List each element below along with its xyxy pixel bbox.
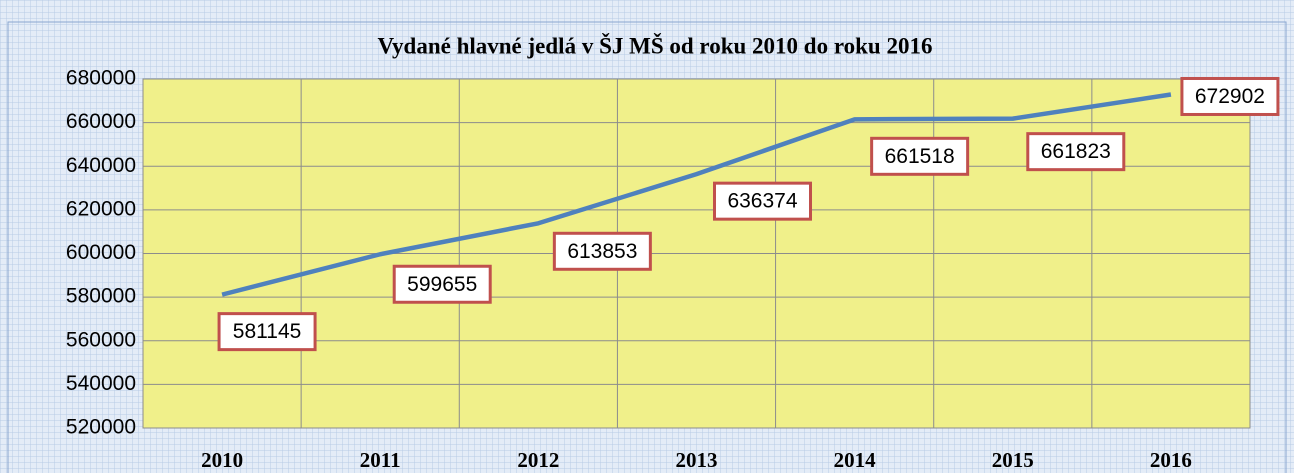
data-label-box <box>713 181 812 221</box>
data-label-box <box>870 136 970 176</box>
data-label-box <box>1180 76 1280 116</box>
chart-title: Vydané hlavné jedlá v ŠJ MŠ od roku 2010… <box>378 32 933 58</box>
data-label: 661518 <box>885 145 955 168</box>
data-line <box>221 92 1172 297</box>
x-tick-label: 2013 <box>676 448 718 472</box>
x-tick-label: 2011 <box>360 448 401 472</box>
x-tick-label: 2016 <box>1150 448 1192 472</box>
chart-frame <box>7 21 1287 473</box>
data-label-box <box>552 231 652 271</box>
x-tick-label: 2012 <box>517 448 559 472</box>
data-label: 581145 <box>233 320 302 343</box>
y-tick-label: 600000 <box>66 241 136 264</box>
data-label: 599655 <box>407 273 477 296</box>
x-tick-label: 2014 <box>834 448 877 472</box>
data-label: 661823 <box>1041 140 1111 163</box>
x-tick-label: 2015 <box>992 448 1034 472</box>
y-tick-label: 580000 <box>66 285 136 308</box>
y-tick-label: 540000 <box>66 372 136 395</box>
y-tick-label: 520000 <box>66 416 136 439</box>
y-tick-label: 660000 <box>66 110 136 133</box>
y-tick-label: 640000 <box>66 154 136 177</box>
data-label-box <box>392 264 492 304</box>
data-label-box <box>217 312 317 352</box>
data-label: 613853 <box>567 240 637 263</box>
data-label: 672902 <box>1195 85 1265 108</box>
y-tick-label: 560000 <box>66 328 136 351</box>
y-tick-label: 620000 <box>66 197 136 220</box>
data-label: 636374 <box>727 190 797 213</box>
y-tick-label: 680000 <box>66 67 136 90</box>
x-tick-label: 2010 <box>201 448 243 472</box>
plot-border <box>142 78 1251 429</box>
data-label-box <box>1026 132 1126 172</box>
